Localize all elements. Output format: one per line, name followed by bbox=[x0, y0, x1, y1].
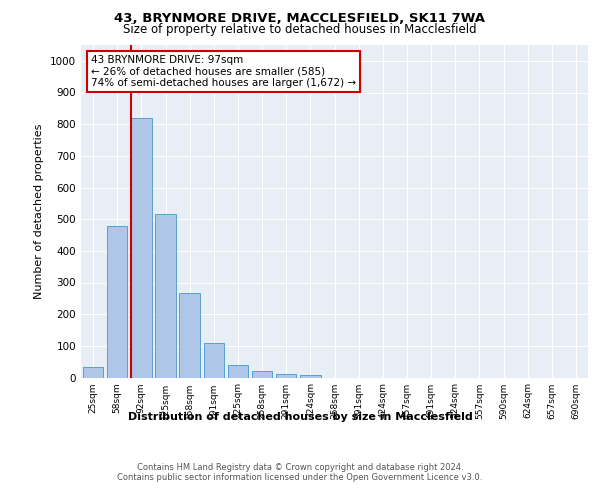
Bar bbox=[276, 374, 296, 378]
Bar bbox=[131, 118, 152, 378]
Text: 43, BRYNMORE DRIVE, MACCLESFIELD, SK11 7WA: 43, BRYNMORE DRIVE, MACCLESFIELD, SK11 7… bbox=[115, 12, 485, 26]
Text: Size of property relative to detached houses in Macclesfield: Size of property relative to detached ho… bbox=[123, 22, 477, 36]
Text: 43 BRYNMORE DRIVE: 97sqm
← 26% of detached houses are smaller (585)
74% of semi-: 43 BRYNMORE DRIVE: 97sqm ← 26% of detach… bbox=[91, 55, 356, 88]
Bar bbox=[107, 226, 127, 378]
Text: Contains HM Land Registry data © Crown copyright and database right 2024.: Contains HM Land Registry data © Crown c… bbox=[137, 462, 463, 471]
Y-axis label: Number of detached properties: Number of detached properties bbox=[34, 124, 44, 299]
Bar bbox=[83, 368, 103, 378]
Bar bbox=[155, 214, 176, 378]
Bar bbox=[300, 375, 320, 378]
Bar bbox=[227, 365, 248, 378]
Bar bbox=[203, 342, 224, 378]
Text: Distribution of detached houses by size in Macclesfield: Distribution of detached houses by size … bbox=[128, 412, 472, 422]
Text: Contains public sector information licensed under the Open Government Licence v3: Contains public sector information licen… bbox=[118, 472, 482, 482]
Bar bbox=[252, 370, 272, 378]
Bar bbox=[179, 292, 200, 378]
